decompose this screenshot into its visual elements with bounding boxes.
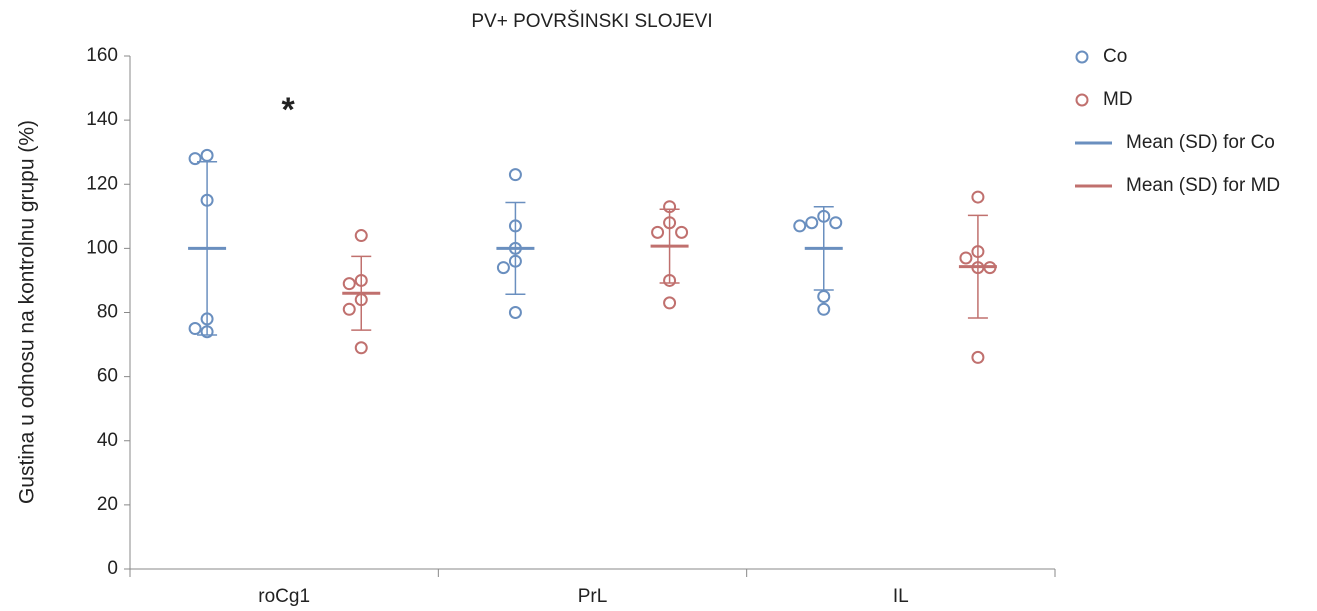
- y-axis-label: Gustina u odnosu na kontrolnu grupu (%): [16, 120, 39, 504]
- data-point: [354, 341, 368, 355]
- data-point: [663, 273, 677, 287]
- legend-marker: [1075, 93, 1089, 107]
- data-point: [508, 219, 522, 233]
- chart-title: PV+ POVRŠINSKI SLOJEVI: [471, 10, 712, 32]
- data-point: [983, 261, 997, 275]
- annotation: *: [282, 91, 296, 129]
- x-tick-label: roCg1: [258, 586, 310, 607]
- data-point: [805, 216, 819, 230]
- data-point: [971, 350, 985, 364]
- data-point: [817, 289, 831, 303]
- y-tick-label: 20: [97, 494, 118, 515]
- data-point: [508, 254, 522, 268]
- data-point: [200, 193, 214, 207]
- data-point: [354, 293, 368, 307]
- data-point: [496, 261, 510, 275]
- data-point: [188, 152, 202, 166]
- data-point: [971, 245, 985, 259]
- y-tick-label: 40: [97, 430, 118, 451]
- data-point: [663, 296, 677, 310]
- data-point: [200, 148, 214, 162]
- legend-label: MD: [1103, 89, 1133, 110]
- legend-label: Mean (SD) for MD: [1126, 175, 1280, 196]
- legend-label: Mean (SD) for Co: [1126, 132, 1275, 153]
- y-tick-label: 160: [86, 45, 118, 66]
- data-point: [200, 312, 214, 326]
- data-point: [793, 219, 807, 233]
- legend-marker: [1075, 50, 1089, 64]
- y-tick-label: 0: [107, 558, 118, 579]
- y-tick-label: 120: [86, 173, 118, 194]
- legend-label: Co: [1103, 46, 1127, 67]
- data-point: [971, 190, 985, 204]
- data-point: [829, 216, 843, 230]
- data-point: [354, 229, 368, 243]
- data-point: [651, 225, 665, 239]
- x-tick-label: IL: [893, 586, 909, 607]
- data-point: [817, 209, 831, 223]
- data-point: [200, 325, 214, 339]
- data-point: [663, 216, 677, 230]
- data-point: [675, 225, 689, 239]
- y-tick-label: 80: [97, 302, 118, 323]
- data-point: [508, 168, 522, 182]
- y-tick-label: 60: [97, 366, 118, 387]
- data-point: [354, 273, 368, 287]
- y-tick-label: 140: [86, 109, 118, 130]
- data-point: [508, 306, 522, 319]
- y-tick-label: 100: [86, 237, 118, 258]
- data-point: [508, 241, 522, 255]
- x-tick-label: PrL: [578, 586, 608, 607]
- data-point: [342, 302, 356, 316]
- data-point: [663, 200, 677, 214]
- data-point: [817, 302, 831, 316]
- data-point: [959, 251, 973, 265]
- data-point: [342, 277, 356, 291]
- data-point: [188, 322, 202, 336]
